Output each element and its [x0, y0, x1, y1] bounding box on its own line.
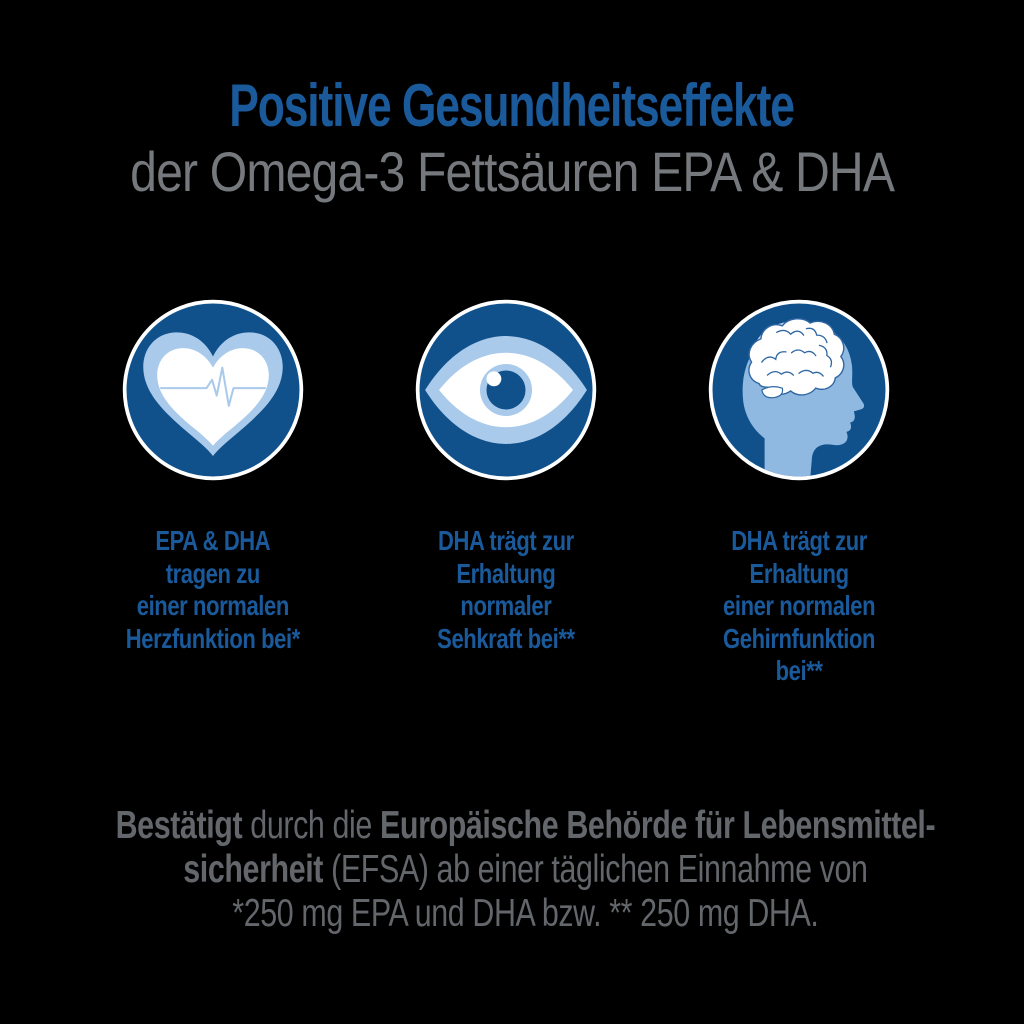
benefit-brain-label: DHA trägt zur Erhaltung einer normalen G…: [723, 525, 876, 686]
footer-line: Bestätigt durch die Europäische Behörde …: [115, 804, 936, 847]
cerebellum-shape: [761, 386, 784, 399]
header: Positive Gesundheitseffekte der Omega-3 …: [0, 74, 1024, 202]
eye-svg: [415, 299, 597, 481]
footer: Bestätigt durch die Europäische Behörde …: [0, 804, 1024, 936]
footer-line: sicherheit (EFSA) ab einer täglichen Ein…: [183, 848, 868, 891]
heart-ekg-icon: [120, 297, 306, 483]
benefit-heart: EPA & DHA tragen zu einer normalen Herzf…: [66, 297, 359, 688]
brain-head-svg: [709, 299, 890, 481]
pupil-highlight: [486, 371, 502, 387]
page-subtitle: der Omega-3 Fettsäuren EPA & DHA: [0, 142, 1024, 202]
brain-folds: [761, 327, 833, 377]
footer-note: Bestätigt durch die Europäische Behörde …: [116, 804, 936, 936]
ekg-line: [159, 366, 266, 407]
heart-ekg-svg: [122, 299, 303, 481]
page-title: Positive Gesundheitseffekte: [0, 74, 1024, 138]
heart-inner-shape: [156, 348, 269, 446]
page-subtitle-text: der Omega-3 Fettsäuren EPA & DHA: [130, 140, 895, 203]
benefits-row: EPA & DHA tragen zu einer normalen Herzf…: [66, 297, 946, 688]
benefit-heart-label: EPA & DHA tragen zu einer normalen Herzf…: [125, 525, 300, 654]
benefit-brain: DHA trägt zur Erhaltung einer normalen G…: [653, 297, 946, 688]
eye-icon: [413, 297, 599, 483]
footer-line: *250 mg EPA und DHA bzw. ** 250 mg DHA.: [232, 892, 819, 935]
benefit-eye: DHA trägt zur Erhaltung normaler Sehkraf…: [359, 297, 652, 688]
benefit-eye-label: DHA trägt zur Erhaltung normaler Sehkraf…: [437, 525, 575, 654]
brain-shape: [748, 318, 845, 396]
page-title-text: Positive Gesundheitseffekte: [229, 72, 796, 139]
brain-head-icon: [706, 297, 892, 483]
